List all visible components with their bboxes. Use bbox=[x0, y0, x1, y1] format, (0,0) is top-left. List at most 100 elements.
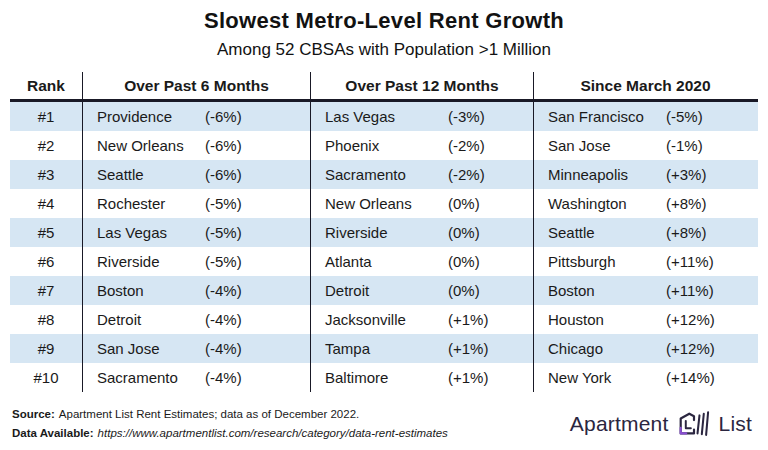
metro-value: (0%) bbox=[448, 282, 533, 299]
metro-value: (0%) bbox=[448, 195, 533, 212]
metro-cell-6mo: Detroit(-4%) bbox=[82, 305, 310, 334]
metro-name: San Francisco bbox=[548, 108, 666, 125]
metro-cell-12mo: Sacramento(-2%) bbox=[310, 160, 533, 189]
metro-name: Tampa bbox=[325, 340, 448, 357]
metro-name: Sacramento bbox=[97, 369, 205, 386]
metro-cell-since-2020: Chicago(+12%) bbox=[533, 334, 757, 363]
metro-name: Detroit bbox=[97, 311, 205, 328]
source-text: Apartment List Rent Estimates; data as o… bbox=[59, 408, 359, 420]
metro-value: (+11%) bbox=[666, 253, 757, 270]
metro-value: (-6%) bbox=[205, 108, 310, 125]
metro-cell-since-2020: Washington(+8%) bbox=[533, 189, 757, 218]
metro-value: (-1%) bbox=[666, 137, 757, 154]
metro-cell-6mo: Riverside(-5%) bbox=[82, 247, 310, 276]
logo-text-apartment: Apartment bbox=[570, 412, 669, 436]
metro-name: Detroit bbox=[325, 282, 448, 299]
table-row: #3 Seattle(-6%) Sacramento(-2%) Minneapo… bbox=[10, 160, 758, 189]
metro-cell-6mo: Sacramento(-4%) bbox=[82, 363, 310, 392]
metro-name: San Jose bbox=[97, 340, 205, 357]
metro-cell-12mo: Riverside(0%) bbox=[310, 218, 533, 247]
metro-value: (-5%) bbox=[205, 195, 310, 212]
data-url-link[interactable]: https://www.apartmentlist.com/research/c… bbox=[98, 427, 448, 439]
metro-value: (-5%) bbox=[205, 253, 310, 270]
metro-name: Boston bbox=[97, 282, 205, 299]
metro-value: (+1%) bbox=[448, 340, 533, 357]
metro-name: New Orleans bbox=[325, 195, 448, 212]
metro-value: (-6%) bbox=[205, 137, 310, 154]
metro-cell-since-2020: Pittsburgh(+11%) bbox=[533, 247, 757, 276]
metro-value: (-5%) bbox=[205, 224, 310, 241]
metro-cell-6mo: San Jose(-4%) bbox=[82, 334, 310, 363]
table-header-row: Rank Over Past 6 Months Over Past 12 Mon… bbox=[10, 72, 758, 102]
metro-cell-12mo: Phoenix(-2%) bbox=[310, 131, 533, 160]
rank-cell: #6 bbox=[10, 247, 82, 276]
rank-cell: #3 bbox=[10, 160, 82, 189]
source-block: Source: Apartment List Rent Estimates; da… bbox=[12, 405, 448, 443]
metro-name: Houston bbox=[548, 311, 666, 328]
metro-name: Boston bbox=[548, 282, 666, 299]
table-row: #5 Las Vegas(-5%) Riverside(0%) Seattle(… bbox=[10, 218, 758, 247]
metro-value: (-2%) bbox=[448, 166, 533, 183]
metro-cell-since-2020: San Francisco(-5%) bbox=[533, 102, 757, 131]
rank-cell: #1 bbox=[10, 102, 82, 131]
metro-name: Seattle bbox=[548, 224, 666, 241]
table-row: #8 Detroit(-4%) Jacksonville(+1%) Housto… bbox=[10, 305, 758, 334]
metro-cell-6mo: New Orleans(-6%) bbox=[82, 131, 310, 160]
metro-value: (-4%) bbox=[205, 369, 310, 386]
logo-text-list: List bbox=[719, 412, 752, 436]
metro-cell-since-2020: Boston(+11%) bbox=[533, 276, 757, 305]
rank-cell: #9 bbox=[10, 334, 82, 363]
page-title: Slowest Metro-Level Rent Growth bbox=[0, 8, 768, 34]
header-rank: Rank bbox=[10, 72, 82, 99]
metro-cell-12mo: Jacksonville(+1%) bbox=[310, 305, 533, 334]
data-available-label: Data Available: bbox=[12, 427, 94, 439]
source-label: Source: bbox=[12, 408, 55, 420]
metro-cell-6mo: Rochester(-5%) bbox=[82, 189, 310, 218]
metro-cell-12mo: New Orleans(0%) bbox=[310, 189, 533, 218]
page-subtitle: Among 52 CBSAs with Population >1 Millio… bbox=[0, 40, 768, 60]
metro-value: (-2%) bbox=[448, 137, 533, 154]
metro-value: (-4%) bbox=[205, 282, 310, 299]
metro-value: (+11%) bbox=[666, 282, 757, 299]
header-since-march-2020: Since March 2020 bbox=[533, 72, 757, 99]
metro-cell-6mo: Las Vegas(-5%) bbox=[82, 218, 310, 247]
metro-name: Minneapolis bbox=[548, 166, 666, 183]
metro-value: (+3%) bbox=[666, 166, 757, 183]
metro-name: Riverside bbox=[325, 224, 448, 241]
rank-cell: #10 bbox=[10, 363, 82, 392]
table-row: #9 San Jose(-4%) Tampa(+1%) Chicago(+12%… bbox=[10, 334, 758, 363]
metro-name: New Orleans bbox=[97, 137, 205, 154]
metro-name: Riverside bbox=[97, 253, 205, 270]
metro-cell-12mo: Atlanta(0%) bbox=[310, 247, 533, 276]
metro-name: Atlanta bbox=[325, 253, 448, 270]
metro-cell-12mo: Tampa(+1%) bbox=[310, 334, 533, 363]
metro-name: Phoenix bbox=[325, 137, 448, 154]
metro-name: Baltimore bbox=[325, 369, 448, 386]
metro-name: Jacksonville bbox=[325, 311, 448, 328]
metro-name: Rochester bbox=[97, 195, 205, 212]
metro-value: (+12%) bbox=[666, 311, 757, 328]
metro-value: (+1%) bbox=[448, 311, 533, 328]
rank-cell: #4 bbox=[10, 189, 82, 218]
metro-name: Las Vegas bbox=[97, 224, 205, 241]
table-row: #6 Riverside(-5%) Atlanta(0%) Pittsburgh… bbox=[10, 247, 758, 276]
source-line: Source: Apartment List Rent Estimates; da… bbox=[12, 405, 448, 424]
rank-cell: #5 bbox=[10, 218, 82, 247]
metro-cell-6mo: Boston(-4%) bbox=[82, 276, 310, 305]
metro-cell-since-2020: New York(+14%) bbox=[533, 363, 757, 392]
metro-value: (0%) bbox=[448, 253, 533, 270]
metro-cell-since-2020: Seattle(+8%) bbox=[533, 218, 757, 247]
metro-value: (-5%) bbox=[666, 108, 757, 125]
table-row: #1 Providence(-6%) Las Vegas(-3%) San Fr… bbox=[10, 102, 758, 131]
metro-name: Chicago bbox=[548, 340, 666, 357]
metro-cell-since-2020: San Jose(-1%) bbox=[533, 131, 757, 160]
apartment-list-logo: Apartment List bbox=[570, 409, 752, 439]
metro-value: (+12%) bbox=[666, 340, 757, 357]
rank-cell: #8 bbox=[10, 305, 82, 334]
metro-value: (0%) bbox=[448, 224, 533, 241]
table-row: #2 New Orleans(-6%) Phoenix(-2%) San Jos… bbox=[10, 131, 758, 160]
table-row: #7 Boston(-4%) Detroit(0%) Boston(+11%) bbox=[10, 276, 758, 305]
metro-value: (-4%) bbox=[205, 340, 310, 357]
metro-name: Seattle bbox=[97, 166, 205, 183]
metro-cell-6mo: Seattle(-6%) bbox=[82, 160, 310, 189]
